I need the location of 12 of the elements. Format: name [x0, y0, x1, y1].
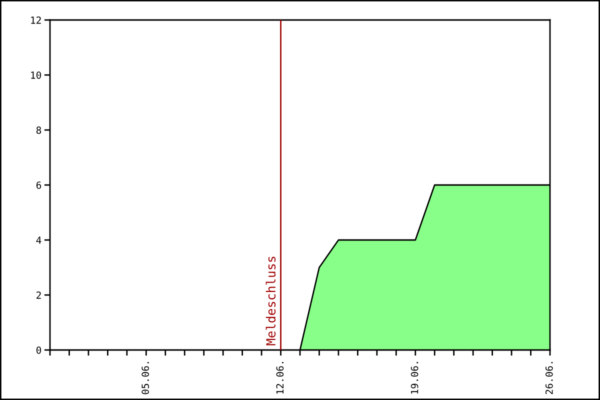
y-tick-label: 6 [36, 182, 42, 189]
y-tick-label: 8 [36, 126, 42, 134]
ref-line-label: Meldeschluss [266, 256, 276, 346]
y-tick-label: 12 [31, 16, 41, 24]
x-tick-label: 12.06. [276, 362, 284, 394]
y-tick-label: 2 [36, 292, 41, 299]
y-tick-label: 0 [36, 346, 42, 354]
x-tick-label: 26.06. [545, 362, 553, 394]
x-tick-label: 05.06. [142, 362, 149, 394]
x-tick-label: 19.06. [410, 362, 418, 394]
y-tick-label: 4 [36, 236, 42, 244]
y-tick-label: 10 [31, 72, 42, 79]
